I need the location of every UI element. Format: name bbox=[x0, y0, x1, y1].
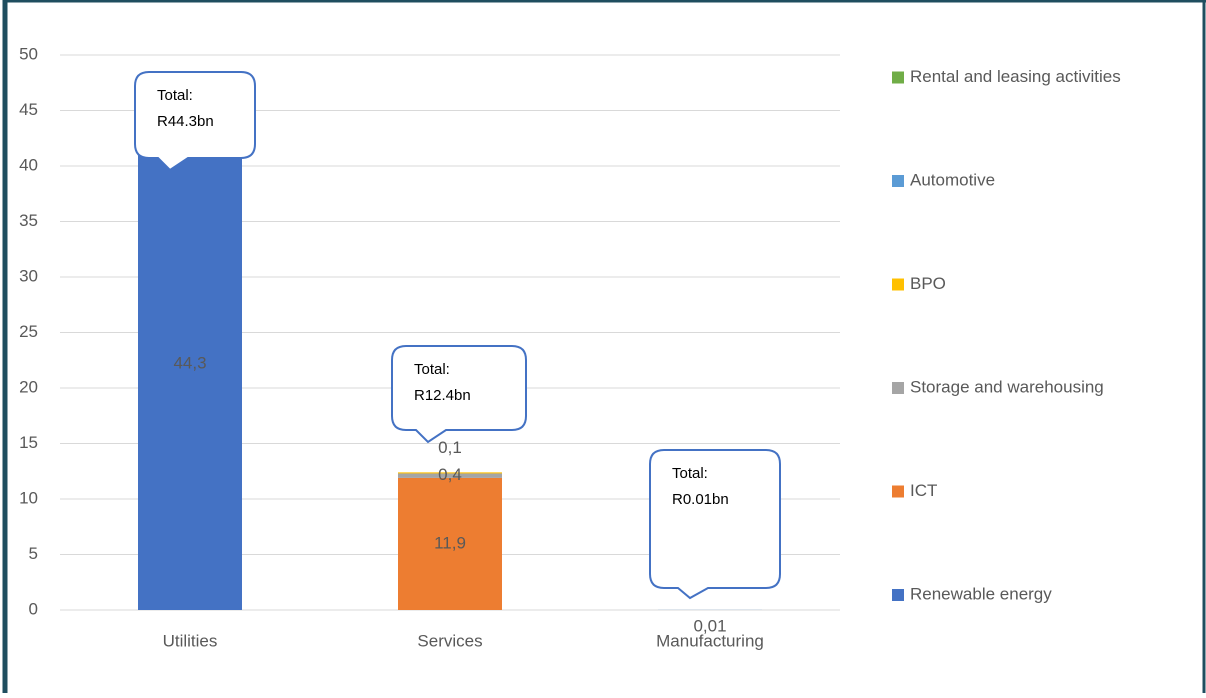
legend-swatch bbox=[892, 72, 904, 84]
data-label: 0,01 bbox=[693, 616, 726, 635]
legend-swatch bbox=[892, 279, 904, 291]
legend-label: Storage and warehousing bbox=[910, 377, 1104, 396]
legend-swatch bbox=[892, 486, 904, 498]
callout-text: Total: bbox=[157, 87, 193, 104]
y-tick-label: 50 bbox=[19, 44, 38, 63]
callout-text: R44.3bn bbox=[157, 113, 214, 130]
y-tick-label: 35 bbox=[19, 211, 38, 230]
callout-text: Total: bbox=[672, 465, 708, 482]
data-label: 0,1 bbox=[438, 438, 462, 457]
x-tick-label: Utilities bbox=[163, 631, 218, 650]
callout-text: R0.01bn bbox=[672, 491, 729, 508]
y-tick-label: 30 bbox=[19, 266, 38, 285]
y-tick-label: 5 bbox=[29, 544, 38, 563]
y-tick-label: 40 bbox=[19, 155, 38, 174]
y-tick-label: 15 bbox=[19, 433, 38, 452]
legend-swatch bbox=[892, 589, 904, 601]
legend-label: ICT bbox=[910, 481, 937, 500]
x-tick-label: Services bbox=[417, 631, 482, 650]
y-tick-label: 10 bbox=[19, 488, 38, 507]
callout-text: Total: bbox=[414, 361, 450, 378]
legend-swatch bbox=[892, 382, 904, 394]
legend-label: BPO bbox=[910, 274, 946, 293]
y-tick-label: 0 bbox=[29, 599, 38, 618]
data-label: 11,9 bbox=[434, 533, 466, 552]
callout bbox=[650, 450, 780, 598]
legend-label: Renewable energy bbox=[910, 584, 1052, 603]
y-tick-label: 20 bbox=[19, 377, 38, 396]
y-tick-label: 25 bbox=[19, 322, 38, 341]
data-label: 44,3 bbox=[173, 354, 206, 373]
callout-text: R12.4bn bbox=[414, 387, 471, 404]
legend-swatch bbox=[892, 175, 904, 187]
data-label: 0,4 bbox=[438, 465, 462, 484]
legend-label: Rental and leasing activities bbox=[910, 67, 1121, 86]
legend-label: Automotive bbox=[910, 170, 995, 189]
y-tick-label: 45 bbox=[19, 100, 38, 119]
